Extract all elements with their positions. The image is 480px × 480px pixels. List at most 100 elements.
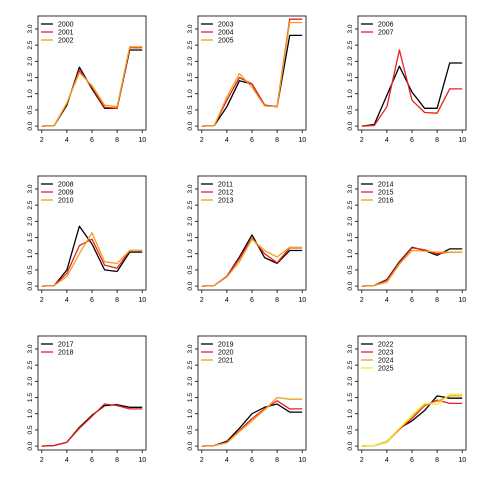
series-line-2007	[361, 49, 463, 127]
series-line-2021	[201, 396, 303, 447]
y-tick-label: 1.5	[347, 393, 354, 402]
y-tick-label: 2.5	[347, 360, 354, 369]
x-tick-label: 8	[435, 297, 439, 304]
plot-frame	[37, 335, 147, 451]
y-tick-label: 1.5	[27, 233, 34, 242]
x-tick-label: 4	[65, 137, 69, 144]
legend-label: 2000	[58, 22, 74, 29]
y-tick-label: 3.0	[187, 184, 194, 193]
y-tick-label: 1.0	[347, 249, 354, 258]
y-tick-label: 1.0	[347, 409, 354, 418]
legend-label: 2025	[378, 366, 394, 373]
legend-label: 2021	[218, 358, 234, 365]
x-tick-label: 8	[275, 137, 279, 144]
y-tick-label: 2.0	[187, 376, 194, 385]
y-tick-label: 1.5	[187, 393, 194, 402]
y-tick-label: 2.0	[27, 216, 34, 225]
y-tick-label: 3.0	[27, 184, 34, 193]
y-tick-label: 0.5	[187, 265, 194, 274]
y-tick-label: 2.0	[187, 216, 194, 225]
x-tick-label: 10	[298, 457, 306, 464]
series-line-2011	[201, 234, 303, 287]
series-line-2019	[201, 403, 303, 447]
y-tick-label: 0.0	[187, 281, 194, 290]
x-tick-label: 2	[360, 297, 364, 304]
y-tick-label: 0.0	[347, 441, 354, 450]
x-tick-label: 6	[250, 457, 254, 464]
y-tick-label: 1.5	[187, 233, 194, 242]
x-tick-label: 10	[138, 457, 146, 464]
y-tick-label: 0.0	[347, 281, 354, 290]
y-tick-label: 0.5	[187, 105, 194, 114]
y-tick-label: 2.5	[27, 360, 34, 369]
y-tick-label: 1.0	[27, 409, 34, 418]
y-tick-label: 2.5	[27, 200, 34, 209]
series-line-2008	[41, 225, 143, 287]
plot-frame	[357, 175, 467, 291]
legend-label: 2011	[218, 182, 233, 189]
y-tick-label: 0.0	[187, 121, 194, 130]
y-tick-label: 2.0	[347, 56, 354, 65]
y-tick-label: 0.5	[27, 425, 34, 434]
y-tick-label: 3.0	[347, 24, 354, 33]
x-tick-label: 4	[65, 457, 69, 464]
y-tick-label: 2.5	[347, 40, 354, 49]
series-line-2016	[361, 249, 463, 287]
x-tick-label: 10	[138, 297, 146, 304]
x-tick-label: 2	[40, 137, 44, 144]
y-tick-label: 1.5	[347, 233, 354, 242]
y-tick-label: 0.0	[27, 441, 34, 450]
legend-label: 2024	[378, 358, 394, 365]
x-tick-label: 10	[138, 137, 146, 144]
plot-frame	[357, 335, 467, 451]
plot-frame	[197, 335, 307, 451]
x-tick-label: 6	[90, 137, 94, 144]
x-tick-label: 4	[225, 137, 229, 144]
y-tick-label: 2.0	[347, 376, 354, 385]
legend-label: 2009	[58, 190, 74, 197]
y-tick-label: 0.5	[347, 105, 354, 114]
x-tick-label: 2	[360, 137, 364, 144]
legend-label: 2012	[218, 190, 234, 197]
x-tick-label: 4	[385, 297, 389, 304]
legend-label: 2018	[58, 350, 74, 357]
y-tick-label: 0.5	[27, 105, 34, 114]
x-tick-label: 6	[410, 297, 414, 304]
x-tick-label: 6	[250, 137, 254, 144]
y-tick-label: 0.5	[187, 425, 194, 434]
legend-label: 2017	[58, 342, 74, 349]
y-tick-label: 0.5	[27, 265, 34, 274]
plot-frame	[357, 15, 467, 131]
y-tick-label: 0.5	[347, 265, 354, 274]
legend-label: 2013	[218, 198, 234, 205]
y-tick-label: 1.5	[187, 73, 194, 82]
y-tick-label: 1.0	[187, 409, 194, 418]
legend-label: 2016	[378, 198, 394, 205]
y-tick-label: 3.0	[27, 344, 34, 353]
legend-label: 2007	[378, 30, 394, 37]
x-tick-label: 10	[298, 137, 306, 144]
y-tick-label: 1.0	[187, 249, 194, 258]
y-tick-label: 2.5	[347, 200, 354, 209]
y-tick-label: 3.0	[347, 344, 354, 353]
series-line-2015	[361, 247, 463, 287]
x-tick-label: 8	[435, 457, 439, 464]
x-tick-label: 8	[275, 297, 279, 304]
y-tick-label: 2.0	[27, 376, 34, 385]
series-line-2002	[41, 46, 143, 127]
x-tick-label: 4	[385, 457, 389, 464]
plot-frame	[197, 15, 307, 131]
y-tick-label: 2.0	[27, 56, 34, 65]
x-tick-label: 8	[115, 297, 119, 304]
y-tick-label: 1.5	[347, 73, 354, 82]
x-tick-label: 10	[458, 137, 466, 144]
series-line-2009	[41, 238, 143, 287]
y-tick-label: 0.0	[27, 121, 34, 130]
y-tick-label: 1.0	[27, 249, 34, 258]
